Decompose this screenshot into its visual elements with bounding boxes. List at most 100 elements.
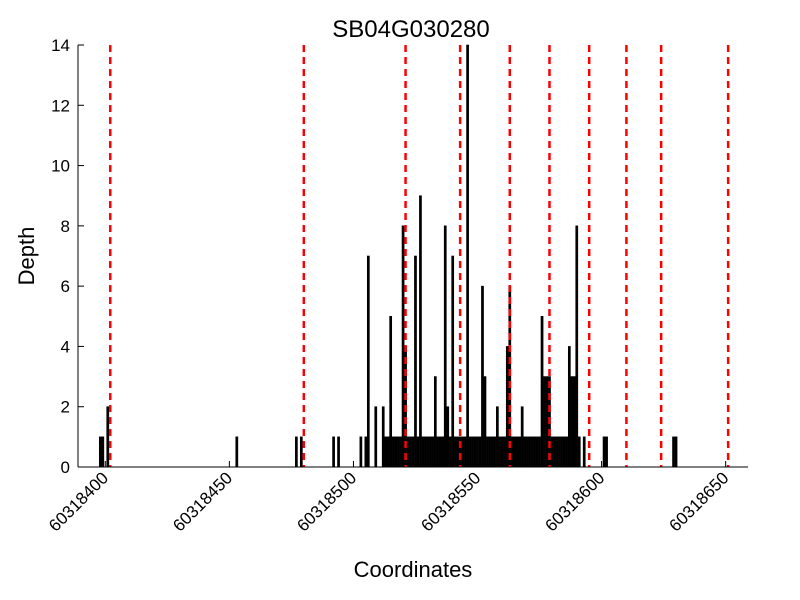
depth-bar [525,436,529,468]
depth-bar [535,436,539,468]
x-tick-label: 60318550 [417,468,484,535]
y-tick-label: 10 [51,157,70,176]
depth-bar [570,376,574,468]
depth-bar [438,436,442,468]
depth-bar [473,436,477,468]
depth-bar [446,406,450,468]
depth-bar [364,436,368,468]
depth-bar [463,436,467,468]
x-tick-label: 60318650 [666,468,733,535]
y-tick-label: 14 [51,36,70,55]
depth-bar [483,376,487,468]
depth-bar [394,436,397,468]
depth-bar [235,436,239,468]
depth-bar [468,436,472,468]
depth-bar [674,436,678,468]
depth-bar [451,255,455,468]
x-tick-label: 60318400 [45,468,112,535]
depth-bar [582,436,586,468]
y-tick-label: 6 [61,277,70,296]
depth-bar [500,436,504,468]
depth-bar [443,225,447,468]
depth-bar [411,436,415,468]
y-tick-label: 2 [61,398,70,417]
depth-bar [672,436,675,468]
depth-bar [456,436,460,468]
depth-bar [575,225,579,468]
depth-bar [565,436,569,468]
y-tick-label: 8 [61,217,70,236]
chart-title: SB04G030280 [332,16,489,43]
depth-bar [496,406,499,468]
depth-bar [337,436,340,468]
x-tick-label: 60318450 [169,468,236,535]
depth-bar [533,436,536,468]
depth-bar [448,436,452,468]
depth-bar [106,406,110,468]
depth-bar [391,436,395,468]
depth-bar [503,436,507,468]
depth-bar [471,436,474,468]
marker-lines [109,45,730,467]
y-tick-label: 12 [51,96,70,115]
y-tick-label: 4 [61,337,70,356]
depth-bar [563,436,566,468]
bar-series [98,44,678,468]
depth-bar [486,436,489,468]
depth-bar [101,436,105,468]
depth-bar [466,44,469,468]
axes [77,45,748,468]
depth-bar [433,376,437,468]
depth-bar [567,346,571,468]
depth-bar [515,436,519,468]
depth-bar [409,436,412,468]
depth-bar [384,436,388,468]
depth-bar [429,436,432,468]
depth-bar [550,436,554,468]
depth-bar [488,436,492,468]
depth-bar [538,436,541,468]
depth-bar [401,225,405,468]
y-tick-label: 0 [61,458,70,477]
depth-bar [299,436,303,468]
depth-bar [381,406,385,468]
depth-bar [555,436,559,468]
depth-bar [540,315,544,468]
depth-bar [605,436,608,468]
depth-bar [366,255,370,468]
depth-bar [510,436,514,468]
depth-bar [577,436,581,468]
depth-bar [560,436,564,468]
depth-bar [543,376,546,468]
depth-bar [416,436,420,468]
depth-bar [295,436,298,468]
depth-bar [396,436,400,468]
depth-bar [414,255,417,468]
depth-bar [399,436,402,468]
depth-bar [389,315,393,468]
depth-bar [491,436,494,468]
depth-bar [441,436,445,468]
depth-bar [431,436,435,468]
depth-bar [545,376,549,468]
depth-bar [528,436,531,468]
depth-bar [424,436,427,468]
depth-bar [530,436,534,468]
depth-bar [572,376,576,468]
depth-bar [426,436,430,468]
depth-bar [453,436,457,468]
x-tick-label: 60318500 [293,468,360,535]
depth-bar [518,436,522,468]
depth-bar [419,195,422,468]
depth-bar [498,436,502,468]
depth-bar [505,346,509,468]
depth-bar [461,436,464,468]
depth-bar [602,436,606,468]
depth-bar [520,406,524,468]
x-tick-label: 60318600 [542,468,609,535]
depth-bar [436,436,440,468]
depth-bar [386,436,390,468]
depth-bar [553,436,556,468]
depth-bar [359,436,363,468]
